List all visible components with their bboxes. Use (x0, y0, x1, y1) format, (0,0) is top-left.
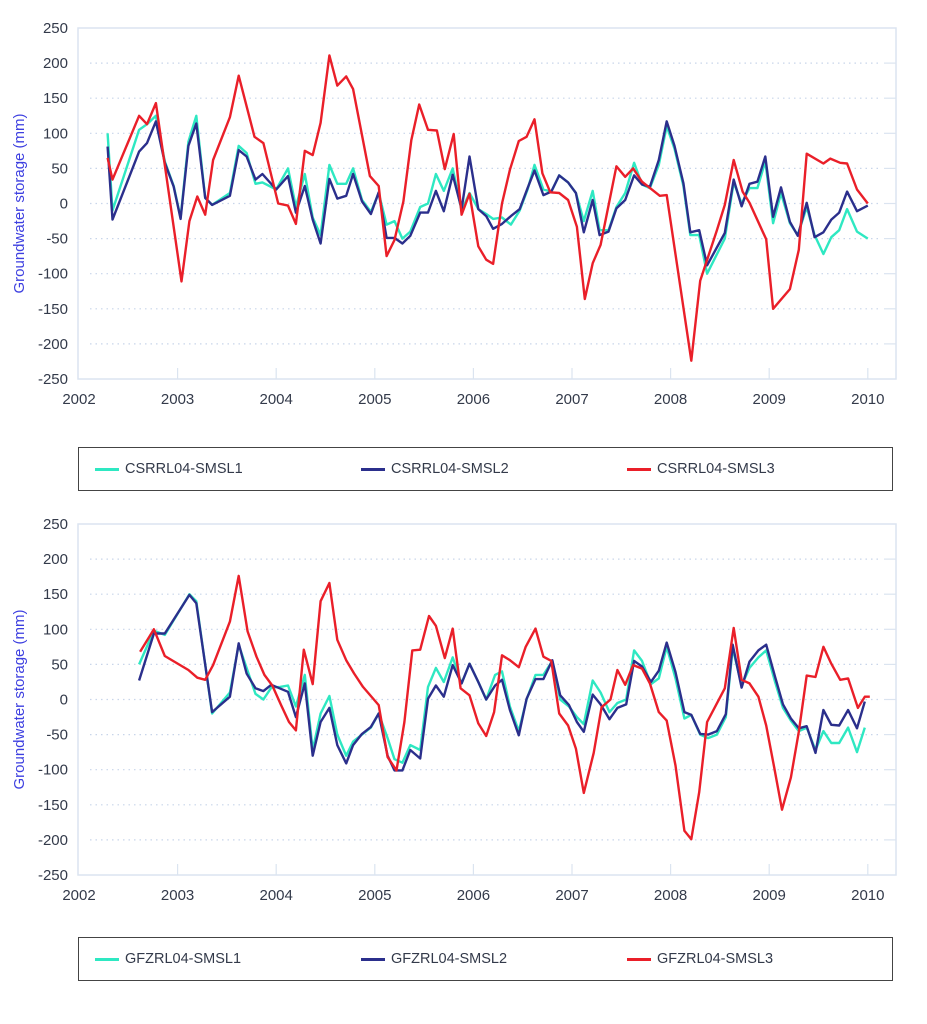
y-tick-label: -100 (38, 266, 68, 283)
x-tick-label: 2002 (62, 887, 95, 904)
x-tick-label: 2008 (654, 391, 687, 408)
legend-swatch (627, 467, 651, 471)
y-tick-label: 50 (51, 656, 68, 673)
y-tick-label: -250 (38, 867, 68, 884)
x-tick-label: 2003 (161, 391, 194, 408)
x-tick-label: 2010 (851, 391, 884, 408)
series-line-gfzrl04-smsl2 (137, 593, 866, 772)
x-tick-label: 2004 (260, 391, 293, 408)
legend-item: CSRRL04-SMSL2 (361, 461, 509, 477)
legend-swatch (627, 957, 651, 961)
series-line-csrrl04-smsl3 (106, 54, 869, 362)
y-tick-label: 100 (43, 621, 68, 638)
y-tick-label: 0 (60, 692, 68, 709)
legend-label: GFZRL04-SMSL3 (657, 951, 774, 967)
y-tick-label: 200 (43, 55, 68, 72)
series-line-csrrl04-smsl2 (106, 120, 869, 267)
y-tick-label: -50 (46, 231, 68, 248)
y-tick-label: -150 (38, 797, 68, 814)
x-tick-label: 2009 (753, 887, 786, 904)
legend-swatch (95, 957, 119, 961)
x-tick-label: 2010 (851, 887, 884, 904)
legend-label: CSRRL04-SMSL3 (657, 461, 775, 477)
legend-item: GFZRL04-SMSL1 (95, 951, 241, 967)
legend-swatch (361, 957, 385, 961)
x-tick-label: 2006 (457, 887, 490, 904)
series-line-gfzrl04-smsl1 (138, 593, 866, 764)
y-tick-label: 100 (43, 125, 68, 142)
y-tick-label: 200 (43, 551, 68, 568)
legend-item: GFZRL04-SMSL2 (361, 951, 507, 967)
legend-label: CSRRL04-SMSL1 (125, 461, 243, 477)
y-tick-label: 150 (43, 586, 68, 603)
y-axis-label: Groundwater storage (mm) (11, 113, 28, 293)
y-tick-label: 0 (60, 196, 68, 213)
y-tick-label: -200 (38, 336, 68, 353)
y-tick-label: 250 (43, 20, 68, 37)
x-tick-label: 2004 (260, 887, 293, 904)
y-tick-label: -150 (38, 301, 68, 318)
series-line-gfzrl04-smsl3 (139, 574, 870, 841)
x-tick-label: 2005 (358, 391, 391, 408)
x-tick-label: 2007 (555, 887, 588, 904)
legend-gfz: GFZRL04-SMSL1 GFZRL04-SMSL2 GFZRL04-SMSL3 (78, 937, 893, 981)
y-tick-label: -200 (38, 832, 68, 849)
chart-gfz: 250 200 150 100 50 0 -50 -100 -150 -200 -250 2002 20… (11, 516, 897, 904)
legend-item: GFZRL04-SMSL3 (627, 951, 773, 967)
y-tick-label: -100 (38, 762, 68, 779)
legend-item: CSRRL04-SMSL1 (95, 461, 243, 477)
legend-csr: CSRRL04-SMSL1 CSRRL04-SMSL2 CSRRL04-SMSL3 (78, 447, 893, 491)
y-tick-label: 50 (51, 160, 68, 177)
legend-label: GFZRL04-SMSL1 (125, 951, 242, 967)
chart-csr: 250 200 150 100 50 0 -50 -100 -150 -200 -250 2002 20… (11, 20, 897, 408)
y-tick-label: -250 (38, 371, 68, 388)
x-tick-label: 2008 (654, 887, 687, 904)
x-tick-label: 2006 (457, 391, 490, 408)
x-tick-label: 2003 (161, 887, 194, 904)
legend-swatch (361, 467, 385, 471)
x-tick-label: 2007 (555, 391, 588, 408)
x-tick-label: 2005 (358, 887, 391, 904)
y-tick-label: 150 (43, 90, 68, 107)
y-tick-label: -50 (46, 727, 68, 744)
legend-item: CSRRL04-SMSL3 (627, 461, 775, 477)
legend-swatch (95, 467, 119, 471)
x-tick-label: 2009 (753, 391, 786, 408)
y-tick-label: 250 (43, 516, 68, 533)
y-axis-label: Groundwater storage (mm) (11, 609, 28, 789)
legend-label: CSRRL04-SMSL2 (391, 461, 509, 477)
x-tick-label: 2002 (62, 391, 95, 408)
legend-label: GFZRL04-SMSL2 (391, 951, 508, 967)
